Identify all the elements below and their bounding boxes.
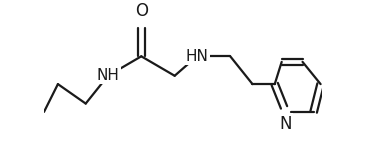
Text: O: O (135, 2, 148, 20)
Text: NH: NH (97, 68, 119, 83)
Text: N: N (280, 115, 292, 133)
Text: HN: HN (186, 49, 208, 64)
